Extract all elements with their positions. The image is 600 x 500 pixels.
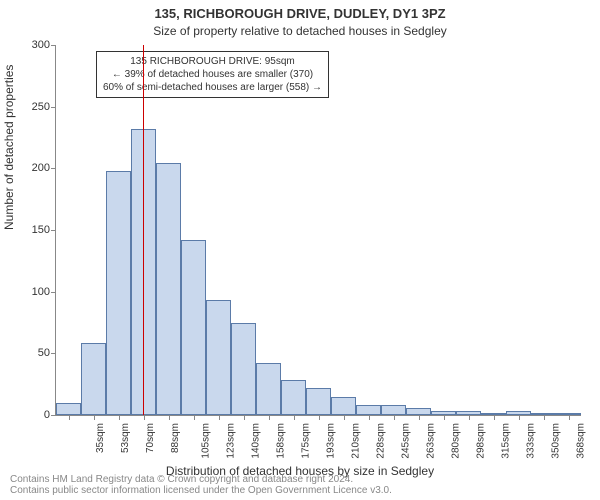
x-tick-label: 193sqm [325, 423, 336, 459]
y-tick [51, 230, 56, 231]
x-tick-label: 140sqm [250, 423, 261, 459]
y-tick-label: 0 [44, 409, 50, 421]
x-tick [69, 415, 70, 420]
x-tick-label: 105sqm [200, 423, 211, 459]
y-tick [51, 168, 56, 169]
x-tick [519, 415, 520, 420]
x-tick [494, 415, 495, 420]
x-tick [569, 415, 570, 420]
annotation-line2: ← 39% of detached houses are smaller (37… [103, 68, 322, 81]
x-tick [544, 415, 545, 420]
x-tick-label: 315sqm [500, 423, 511, 459]
x-tick-label: 228sqm [375, 423, 386, 459]
x-tick [344, 415, 345, 420]
annotation-box: 135 RICHBOROUGH DRIVE: 95sqm ← 39% of de… [96, 51, 329, 98]
y-tick [51, 107, 56, 108]
x-tick [444, 415, 445, 420]
x-tick [369, 415, 370, 420]
x-tick-label: 368sqm [575, 423, 586, 459]
property-marker-line [143, 45, 144, 415]
histogram-bar [81, 343, 106, 415]
x-tick-label: 53sqm [120, 423, 131, 453]
y-tick-label: 150 [32, 224, 50, 236]
x-tick [419, 415, 420, 420]
x-tick-label: 280sqm [450, 423, 461, 459]
y-tick-label: 250 [32, 101, 50, 113]
histogram-bar [56, 403, 81, 415]
histogram-bar [106, 171, 131, 415]
y-tick-label: 50 [38, 347, 50, 359]
histogram-bar [306, 388, 331, 415]
x-tick [469, 415, 470, 420]
histogram-chart: 135, RICHBOROUGH DRIVE, DUDLEY, DY1 3PZ … [0, 0, 600, 500]
histogram-bar [281, 380, 306, 415]
x-tick [119, 415, 120, 420]
plot-area: 135 RICHBOROUGH DRIVE: 95sqm ← 39% of de… [55, 45, 581, 416]
y-tick-label: 100 [32, 286, 50, 298]
x-tick [394, 415, 395, 420]
x-tick [269, 415, 270, 420]
histogram-bar [231, 323, 256, 416]
x-tick-label: 35sqm [95, 423, 106, 453]
annotation-line3: 60% of semi-detached houses are larger (… [103, 81, 322, 94]
x-tick-label: 175sqm [300, 423, 311, 459]
footer-text: Contains HM Land Registry data © Crown c… [10, 474, 392, 496]
x-tick-label: 88sqm [170, 423, 181, 453]
x-tick [294, 415, 295, 420]
x-tick-label: 210sqm [350, 423, 361, 459]
x-tick [194, 415, 195, 420]
x-tick-label: 123sqm [225, 423, 236, 459]
x-tick [319, 415, 320, 420]
x-tick-label: 333sqm [525, 423, 536, 459]
x-tick-label: 245sqm [400, 423, 411, 459]
x-tick [144, 415, 145, 420]
y-tick [51, 292, 56, 293]
histogram-bar [406, 408, 431, 415]
x-tick-label: 263sqm [425, 423, 436, 459]
histogram-bar [381, 405, 406, 415]
x-tick-label: 298sqm [475, 423, 486, 459]
x-tick [244, 415, 245, 420]
y-tick-label: 200 [32, 162, 50, 174]
chart-subtitle: Size of property relative to detached ho… [0, 24, 600, 38]
y-tick [51, 353, 56, 354]
annotation-line1: 135 RICHBOROUGH DRIVE: 95sqm [103, 55, 322, 68]
y-tick-label: 300 [32, 39, 50, 51]
histogram-bar [206, 300, 231, 415]
x-tick-label: 158sqm [275, 423, 286, 459]
histogram-bar [331, 397, 356, 416]
histogram-bar [356, 405, 381, 415]
y-tick [51, 415, 56, 416]
x-tick-label: 70sqm [145, 423, 156, 453]
x-tick [219, 415, 220, 420]
x-tick [94, 415, 95, 420]
footer-line1: Contains HM Land Registry data © Crown c… [10, 474, 392, 485]
y-tick [51, 45, 56, 46]
y-axis-label: Number of detached properties [2, 65, 16, 230]
x-tick [169, 415, 170, 420]
x-tick-label: 350sqm [550, 423, 561, 459]
histogram-bar [256, 363, 281, 415]
histogram-bar [181, 240, 206, 415]
chart-title: 135, RICHBOROUGH DRIVE, DUDLEY, DY1 3PZ [0, 6, 600, 21]
footer-line2: Contains public sector information licen… [10, 485, 392, 496]
histogram-bar [156, 163, 181, 415]
